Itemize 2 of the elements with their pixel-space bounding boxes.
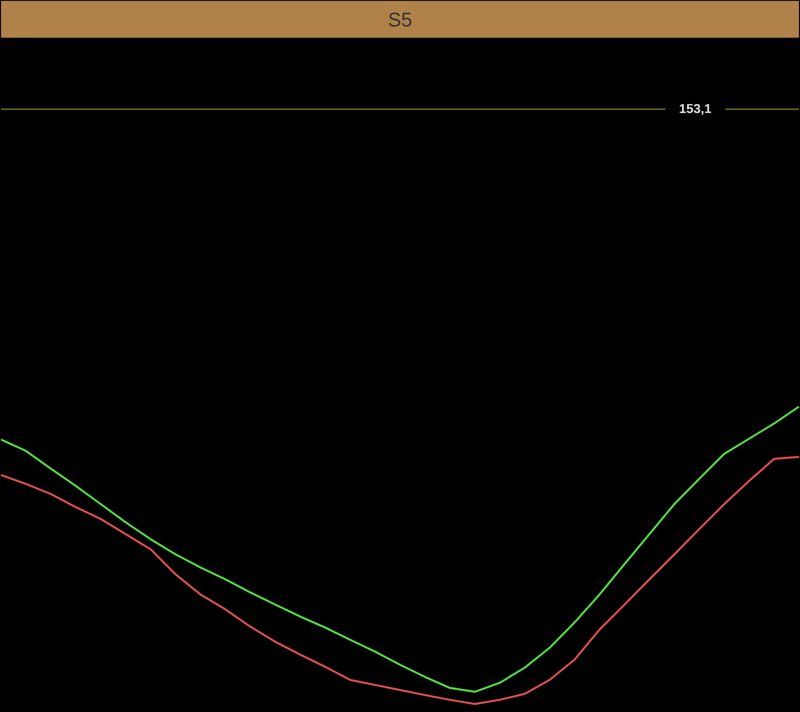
text: 153,1 — [679, 101, 712, 116]
chart-title: S5 — [388, 9, 412, 32]
